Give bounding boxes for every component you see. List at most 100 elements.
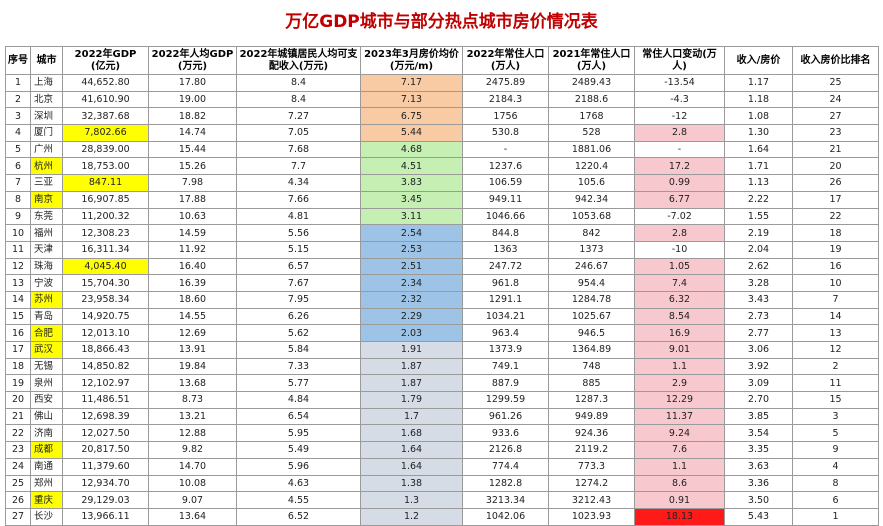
ratio-rank: 17 bbox=[792, 190, 879, 209]
population-change: 7.6 bbox=[634, 441, 725, 459]
header-gdp: 2022年GDP (亿元) bbox=[62, 46, 149, 75]
income-price-ratio: 1.55 bbox=[724, 207, 793, 226]
header-per-capita-gdp: 2022年人均GDP (万元) bbox=[148, 46, 237, 75]
table-row: 25 郑州 12,934.70 10.08 4.63 1.38 1282.8 1274.2 8.… bbox=[5, 474, 879, 493]
gdp-value: 13,966.11 bbox=[62, 507, 149, 526]
income-value: 4.84 bbox=[236, 391, 361, 409]
header-no: 序号 bbox=[5, 46, 31, 75]
per-capita-gdp: 19.00 bbox=[148, 90, 237, 109]
per-capita-gdp: 15.44 bbox=[148, 140, 237, 159]
city-name: 天津 bbox=[30, 240, 63, 259]
row-number: 4 bbox=[5, 124, 31, 142]
gdp-value: 4,045.40 bbox=[62, 257, 149, 276]
table-row: 16 合肥 12,013.10 12.69 5.62 2.03 963.4 946.5 16.9… bbox=[5, 324, 879, 342]
row-number: 26 bbox=[5, 491, 31, 509]
population-2021: 1053.68 bbox=[548, 207, 635, 226]
gdp-value: 20,817.50 bbox=[62, 441, 149, 459]
income-price-ratio: 3.85 bbox=[724, 407, 793, 426]
city-name: 宁波 bbox=[30, 274, 63, 292]
house-price: 4.51 bbox=[360, 157, 463, 176]
population-2021: 1274.2 bbox=[548, 474, 635, 493]
ratio-rank: 4 bbox=[792, 457, 879, 476]
population-2022: 844.8 bbox=[462, 224, 549, 242]
city-name: 深圳 bbox=[30, 107, 63, 126]
house-price: 2.34 bbox=[360, 274, 463, 292]
income-price-ratio: 3.09 bbox=[724, 374, 793, 393]
city-name: 武汉 bbox=[30, 341, 63, 359]
table-row: 22 济南 12,027.50 12.88 5.95 1.68 933.6 924.36 9.2… bbox=[5, 424, 879, 443]
population-2021: 1023.93 bbox=[548, 507, 635, 526]
house-price: 1.68 bbox=[360, 424, 463, 443]
population-2022: 2475.89 bbox=[462, 74, 549, 92]
gdp-value: 16,311.34 bbox=[62, 240, 149, 259]
population-2021: 2119.2 bbox=[548, 441, 635, 459]
ratio-rank: 10 bbox=[792, 274, 879, 292]
table-row: 19 泉州 12,102.97 13.68 5.77 1.87 887.9 885 2.9 3.0… bbox=[5, 374, 879, 393]
row-number: 20 bbox=[5, 391, 31, 409]
population-2022: 774.4 bbox=[462, 457, 549, 476]
income-value: 7.7 bbox=[236, 157, 361, 176]
house-price: 2.54 bbox=[360, 224, 463, 242]
population-change: 1.1 bbox=[634, 357, 725, 376]
income-value: 7.66 bbox=[236, 190, 361, 209]
row-number: 15 bbox=[5, 307, 31, 326]
city-name: 西安 bbox=[30, 391, 63, 409]
population-2022: 1373.9 bbox=[462, 341, 549, 359]
population-change: - bbox=[634, 140, 725, 159]
population-2021: 1220.4 bbox=[548, 157, 635, 176]
table-row: 4 厦门 7,802.66 14.74 7.05 5.44 530.8 528 2.8 1.30 2… bbox=[5, 124, 879, 142]
per-capita-gdp: 15.26 bbox=[148, 157, 237, 176]
city-name: 南京 bbox=[30, 190, 63, 209]
population-2021: 246.67 bbox=[548, 257, 635, 276]
income-price-ratio: 2.22 bbox=[724, 190, 793, 209]
population-2022: 949.11 bbox=[462, 190, 549, 209]
house-price: 3.45 bbox=[360, 190, 463, 209]
gdp-value: 12,027.50 bbox=[62, 424, 149, 443]
gdp-value: 18,866.43 bbox=[62, 341, 149, 359]
population-2022: 2126.8 bbox=[462, 441, 549, 459]
city-name: 苏州 bbox=[30, 290, 63, 309]
per-capita-gdp: 11.92 bbox=[148, 240, 237, 259]
income-price-ratio: 1.13 bbox=[724, 174, 793, 192]
row-number: 16 bbox=[5, 324, 31, 342]
city-name: 合肥 bbox=[30, 324, 63, 342]
population-2022: 1046.66 bbox=[462, 207, 549, 226]
population-2021: 1768 bbox=[548, 107, 635, 126]
ratio-rank: 25 bbox=[792, 74, 879, 92]
income-value: 7.95 bbox=[236, 290, 361, 309]
population-change: -7.02 bbox=[634, 207, 725, 226]
per-capita-gdp: 14.59 bbox=[148, 224, 237, 242]
population-change: 0.99 bbox=[634, 174, 725, 192]
row-number: 12 bbox=[5, 257, 31, 276]
income-price-ratio: 2.77 bbox=[724, 324, 793, 342]
population-2021: 3212.43 bbox=[548, 491, 635, 509]
table-row: 12 珠海 4,045.40 16.40 6.57 2.51 247.72 246.67 1.0… bbox=[5, 257, 879, 276]
row-number: 3 bbox=[5, 107, 31, 126]
house-price: 2.03 bbox=[360, 324, 463, 342]
income-price-ratio: 3.63 bbox=[724, 457, 793, 476]
row-number: 27 bbox=[5, 507, 31, 526]
house-price: 3.83 bbox=[360, 174, 463, 192]
row-number: 25 bbox=[5, 474, 31, 493]
income-price-ratio: 3.28 bbox=[724, 274, 793, 292]
population-change: 1.1 bbox=[634, 457, 725, 476]
house-price: 2.53 bbox=[360, 240, 463, 259]
ratio-rank: 9 bbox=[792, 441, 879, 459]
population-2021: 2489.43 bbox=[548, 74, 635, 92]
income-value: 7.27 bbox=[236, 107, 361, 126]
population-change: 2.8 bbox=[634, 224, 725, 242]
city-name: 无锡 bbox=[30, 357, 63, 376]
population-2021: 1364.89 bbox=[548, 341, 635, 359]
population-change: -10 bbox=[634, 240, 725, 259]
population-change: 2.8 bbox=[634, 124, 725, 142]
house-price: 2.32 bbox=[360, 290, 463, 309]
ratio-rank: 24 bbox=[792, 90, 879, 109]
row-number: 19 bbox=[5, 374, 31, 393]
income-value: 5.49 bbox=[236, 441, 361, 459]
ratio-rank: 1 bbox=[792, 507, 879, 526]
population-2022: 1299.59 bbox=[462, 391, 549, 409]
ratio-rank: 11 bbox=[792, 374, 879, 393]
ratio-rank: 13 bbox=[792, 324, 879, 342]
population-change: 16.9 bbox=[634, 324, 725, 342]
income-value: 5.95 bbox=[236, 424, 361, 443]
